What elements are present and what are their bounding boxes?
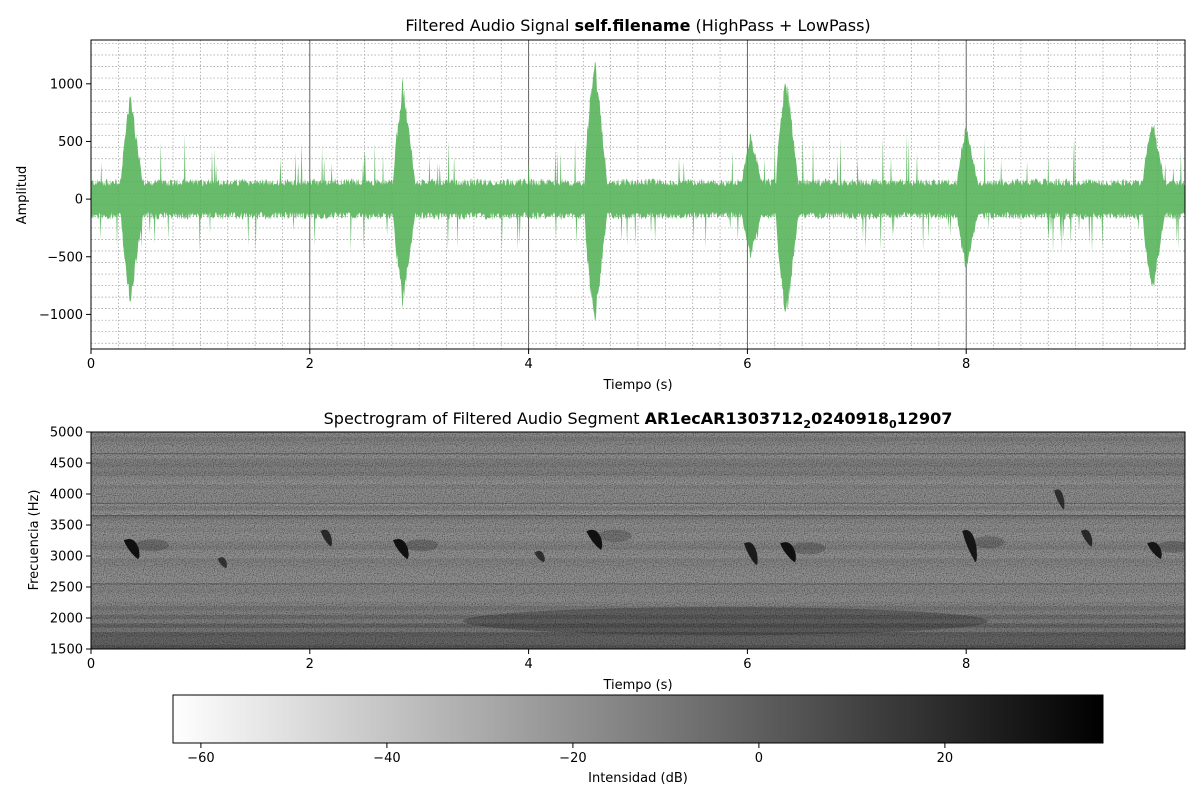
colorbar-tick-label: −20	[559, 751, 586, 766]
colorbar-gradient	[172, 694, 1104, 744]
spectrogram-y-ticks: 5000 4500 4000 3500 3000 2500 2000 1500	[50, 426, 91, 658]
spectrogram-y-tick-label: 2500	[50, 581, 83, 596]
colorbar-tick-label: −60	[187, 751, 214, 766]
spectrogram-y-tick-label: 3000	[50, 550, 83, 565]
spectrogram-x-tick-label: 8	[962, 657, 970, 672]
spectrogram-x-label: Tiempo (s)	[602, 678, 672, 693]
waveform-y-tick-label: −1000	[39, 308, 83, 323]
waveform-series	[91, 61, 1185, 321]
spectrogram-title-part-1: Spectrogram of Filtered Audio Segment	[324, 409, 645, 428]
spectrogram-call	[1080, 529, 1093, 547]
waveform-y-label: Amplitud	[15, 166, 30, 225]
colorbar-tick-label: 0	[755, 751, 763, 766]
waveform-frame	[90, 39, 1186, 350]
colorbar-label: Intensidad (dB)	[588, 771, 688, 786]
waveform-x-tick-label: 2	[306, 357, 314, 372]
spectrogram-y-label: Frecuencia (Hz)	[27, 490, 42, 591]
spectrogram-y-tick-label: 5000	[50, 426, 83, 441]
spectrogram-y-tick-label: 1500	[50, 643, 83, 658]
spectrogram-x-tick-label: 4	[524, 657, 532, 672]
spectrogram-call	[1054, 489, 1065, 510]
waveform-y-tick-label: 1000	[50, 77, 83, 92]
waveform-title-part-1: Filtered Audio Signal	[405, 16, 574, 35]
spectrogram-y-tick-label: 4000	[50, 488, 83, 503]
spectrogram-calls	[123, 489, 1185, 569]
waveform-x-tick-label: 6	[743, 357, 751, 372]
waveform-y-tick-label: 500	[58, 135, 83, 150]
waveform-title-part-2: self.filename	[574, 16, 690, 35]
waveform-title-part-3: (HighPass + LowPass)	[690, 16, 870, 35]
spectrogram-call	[962, 530, 977, 563]
spectrogram-x-tick-label: 0	[87, 657, 95, 672]
spectrogram-frame	[90, 431, 1186, 650]
spectrogram-x-ticks: 0 2 4 6 8	[87, 649, 970, 672]
spectrogram-call	[534, 550, 545, 563]
waveform-title: Filtered Audio Signal self.filename (Hig…	[405, 16, 870, 35]
spectrogram-y-tick-label: 4500	[50, 457, 83, 472]
spectrogram-call-echo	[1158, 540, 1185, 553]
spectrogram-y-tick-label: 3500	[50, 519, 83, 534]
spectrogram-y-tick-label: 2000	[50, 612, 83, 627]
spectrogram-call-echo	[404, 539, 439, 552]
colorbar-tick-label: 20	[937, 751, 954, 766]
spectrogram-panel: Spectrogram of Filtered Audio Segment AR…	[27, 409, 1186, 693]
spectrogram-noise	[91, 432, 1185, 649]
colorbar-ticks: −60 −40 −20 0 20	[187, 743, 953, 766]
spectrogram-call-echo	[135, 539, 170, 552]
waveform-y-tick-label: 0	[75, 193, 83, 208]
spectrogram-call-echo	[598, 529, 632, 542]
spectrogram-title-sub-1: 2	[803, 418, 811, 431]
spectrogram-x-tick-label: 2	[306, 657, 314, 672]
spectrogram-call-echo	[791, 542, 826, 555]
waveform-y-ticks: 1000 500 0 −500 −1000	[39, 77, 91, 323]
spectrogram-call	[743, 542, 758, 566]
waveform-x-label: Tiempo (s)	[602, 378, 672, 393]
waveform-panel: Filtered Audio Signal self.filename (Hig…	[15, 16, 1186, 393]
waveform-x-tick-label: 8	[962, 357, 970, 372]
spectrogram-call	[1147, 541, 1162, 560]
spectrogram-call-echo	[973, 536, 1005, 549]
spectrogram-title-part-4: 12907	[897, 409, 953, 428]
colorbar-tick-label: −40	[373, 751, 400, 766]
spectrogram-call	[217, 557, 227, 569]
spectrogram-x-tick-label: 6	[743, 657, 751, 672]
waveform-y-tick-label: −500	[47, 250, 83, 265]
colorbar: −60 −40 −20 0 20 Intensidad (dB)	[172, 694, 1104, 786]
spectrogram-title-part-3: 0240918	[811, 409, 889, 428]
spectrogram-title-part-2: AR1ecAR1303712	[645, 409, 804, 428]
spectrogram-call	[392, 538, 409, 560]
spectrogram-title: Spectrogram of Filtered Audio Segment AR…	[324, 409, 953, 431]
spectrogram-call	[780, 542, 796, 563]
spectrogram-call	[320, 529, 332, 547]
waveform-x-ticks: 0 2 4 6 8	[87, 349, 970, 372]
waveform-x-tick-label: 0	[87, 357, 95, 372]
spectrogram-title-sub-2: 0	[889, 418, 897, 431]
spectrogram-call	[586, 529, 603, 550]
spectrogram-call	[123, 538, 140, 560]
waveform-x-tick-label: 4	[524, 357, 532, 372]
